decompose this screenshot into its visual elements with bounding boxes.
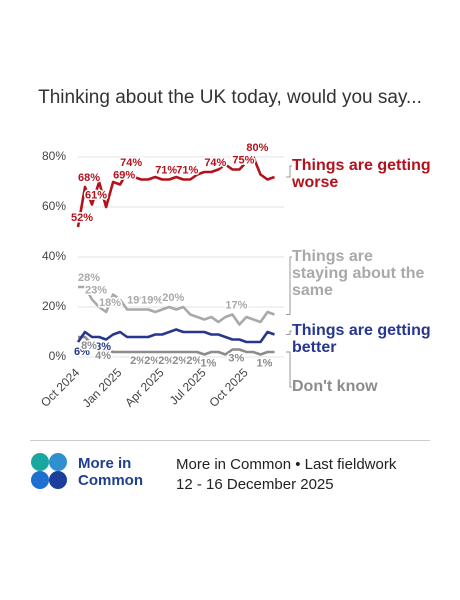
divider [30,440,430,441]
y-tick-label: 0% [49,349,67,363]
data-label: 20% [162,292,184,304]
y-tick-label: 20% [42,299,66,313]
legend-entry: Things are getting better [292,322,431,356]
data-label: 23% [85,284,107,296]
data-label: 17% [225,299,247,311]
x-tick-label: Jan 2025 [80,365,125,410]
data-label: 28% [78,272,100,284]
data-label: 61% [85,189,107,201]
chart-title: Thinking about the UK today, would you s… [38,87,422,108]
data-label: 4% [95,350,111,362]
data-label: 19% [141,294,163,306]
legend-entry: Things are getting worse [292,157,431,191]
x-tick-label: Oct 2024 [38,365,83,410]
x-tick-label: Apr 2025 [122,365,167,410]
data-label: 19% [127,294,149,306]
data-label: 74% [204,157,226,169]
data-label: 74% [120,157,142,169]
logo-text: More in Common [78,455,143,489]
series-line [76,328,275,344]
source: More in Common • Last fieldwork 12 - 16 … [176,455,396,495]
y-tick-label: 60% [42,199,66,213]
data-label: 8% [81,340,97,352]
series-line [78,285,275,326]
data-label: 1% [200,357,216,369]
series-line [78,335,275,356]
data-label: 6% [74,346,90,358]
data-label: 69% [113,169,135,181]
data-label: 2% [186,355,202,367]
data-label: 52% [71,212,93,224]
data-label: 80% [246,142,268,154]
data-label: 8% [95,341,111,353]
data-label: 2% [172,355,188,367]
data-label: 75% [232,154,254,166]
data-label: 1% [257,357,273,369]
legend-connector [286,351,292,388]
fieldwork-dates: 12 - 16 December 2025 [176,476,334,493]
legend-entry: Don't know [292,378,378,395]
data-label: 3% [228,352,244,364]
data-label: 71% [176,164,198,176]
data-label: 71% [155,164,177,176]
series-line [76,155,275,228]
legend-connector [286,256,292,315]
data-label: 2% [158,355,174,367]
x-tick-label: Jul 2025 [167,365,209,407]
data-label: 2% [130,355,146,367]
legend-entry: Things are staying about the same [292,248,425,299]
x-tick-label: Oct 2025 [206,365,251,410]
logo [31,453,67,489]
y-tick-label: 40% [42,249,66,263]
data-label: 68% [78,172,100,184]
data-label: 2% [144,355,160,367]
source-name: More in Common • Last fieldwork [176,456,397,473]
data-label: 18% [99,297,121,309]
y-tick-label: 80% [42,149,66,163]
legend-connector [286,330,292,335]
legend-connector [286,165,292,178]
